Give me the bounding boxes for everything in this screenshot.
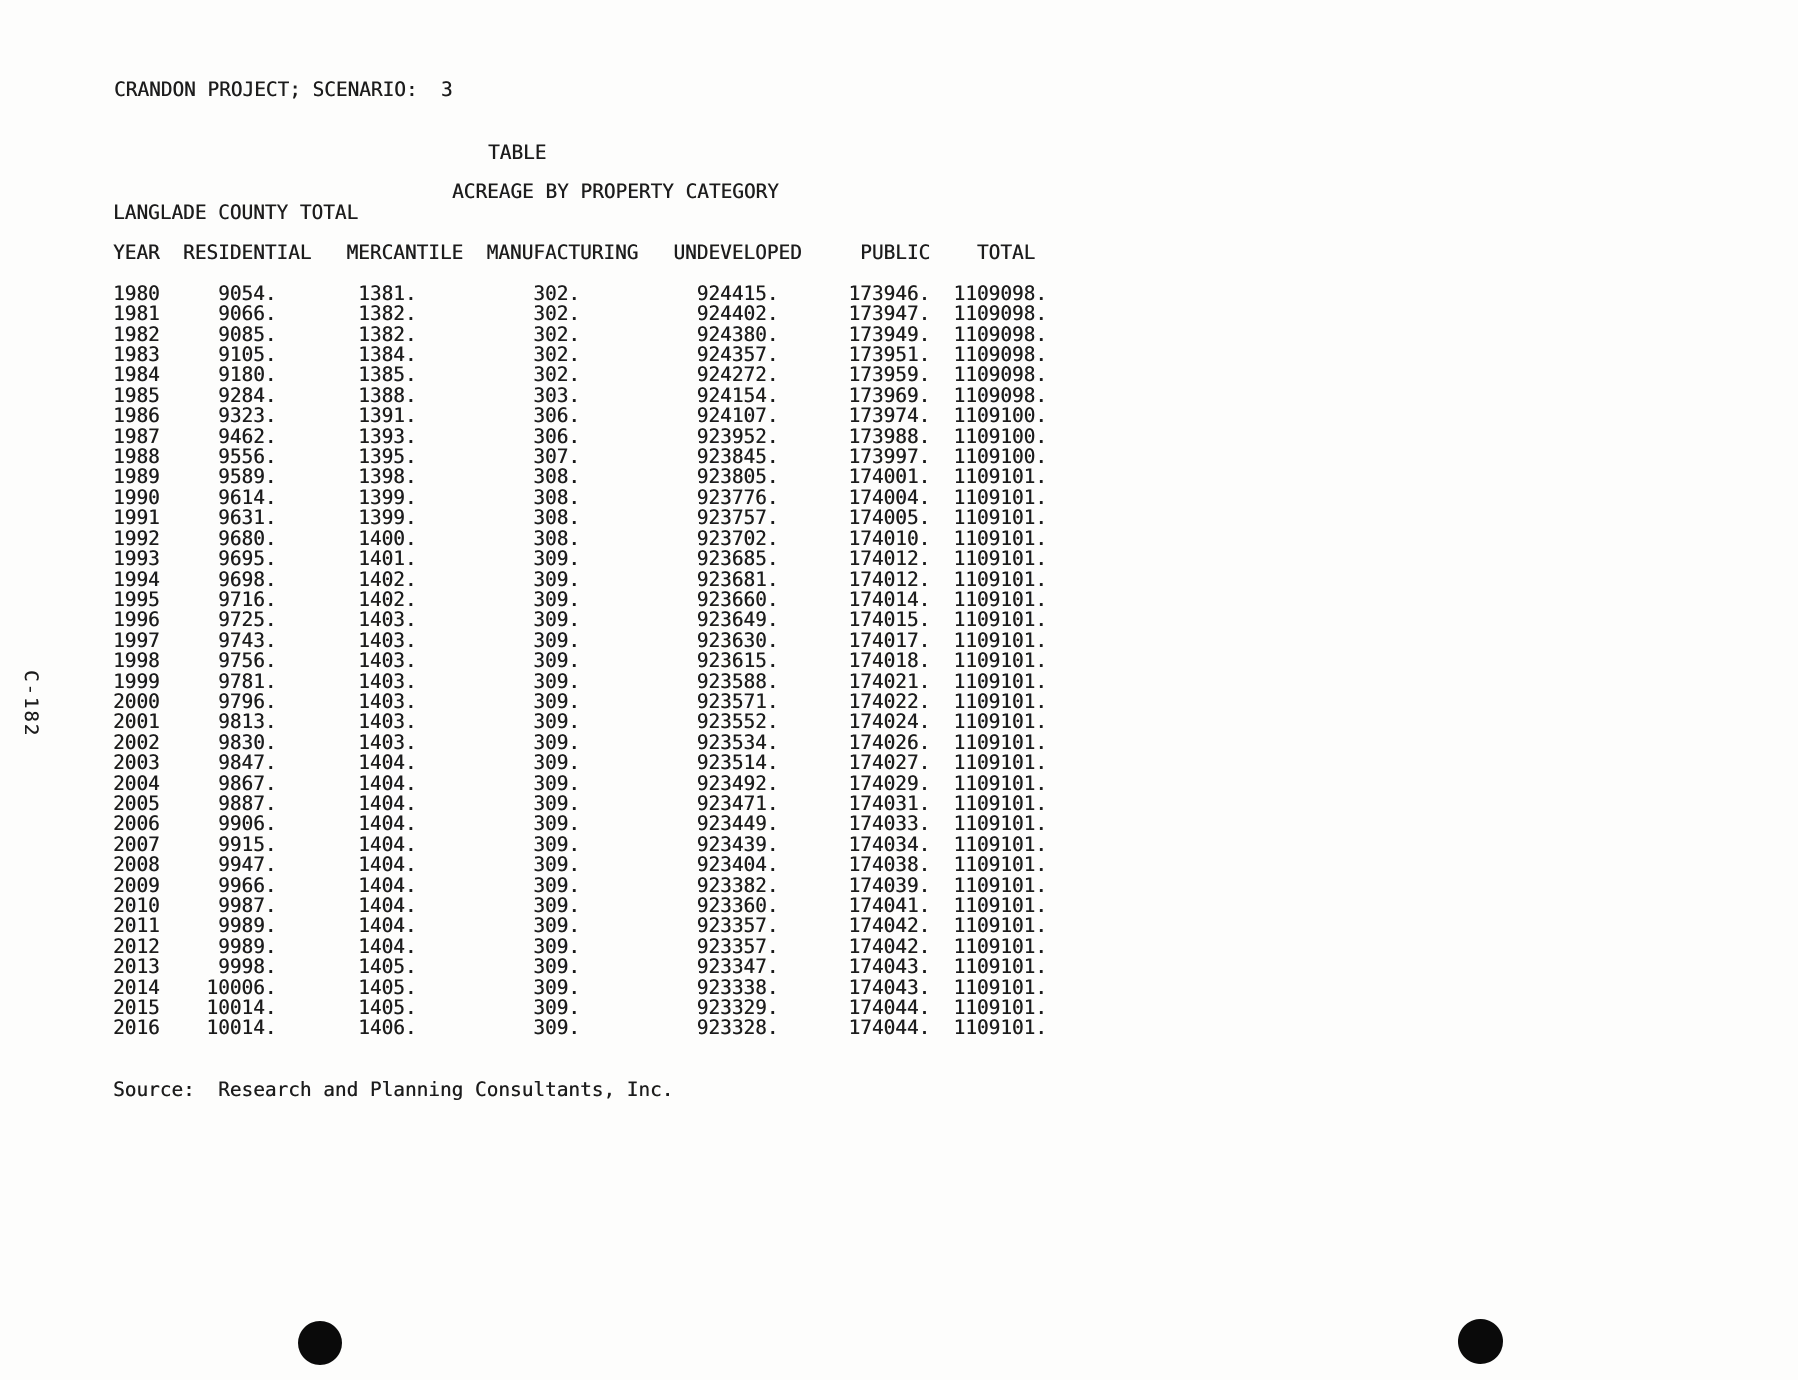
page-number-side-label: C-182 xyxy=(20,670,42,738)
punch-hole-right xyxy=(1458,1319,1503,1364)
table-title: ACREAGE BY PROPERTY CATEGORY xyxy=(452,180,779,203)
table-label: TABLE xyxy=(488,141,547,164)
source-line: Source: Research and Planning Consultant… xyxy=(113,1078,674,1101)
county-total-line: LANGLADE COUNTY TOTAL xyxy=(113,201,359,224)
punch-hole-left xyxy=(298,1321,342,1365)
project-scenario-line: CRANDON PROJECT; SCENARIO: 3 xyxy=(114,78,453,101)
acreage-by-property-category-table: YEAR RESIDENTIAL MERCANTILE MANUFACTURIN… xyxy=(113,241,1047,1040)
